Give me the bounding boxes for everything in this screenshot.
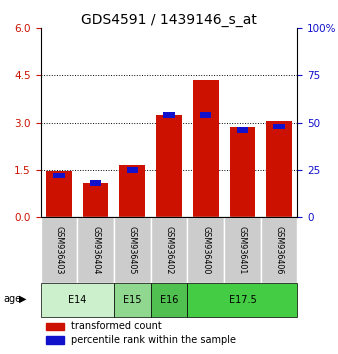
Bar — [230, 127, 255, 217]
Text: GSM936404: GSM936404 — [91, 225, 100, 274]
Bar — [224, 217, 261, 283]
Bar — [151, 217, 187, 283]
Text: E16: E16 — [160, 295, 178, 305]
Bar — [46, 171, 72, 217]
Text: percentile rank within the sample: percentile rank within the sample — [71, 335, 236, 345]
Bar — [41, 283, 114, 317]
Bar — [193, 80, 219, 217]
Text: E15: E15 — [123, 295, 142, 305]
Bar — [114, 283, 151, 317]
Bar — [90, 180, 101, 186]
Bar — [187, 217, 224, 283]
Text: transformed count: transformed count — [71, 321, 162, 331]
Bar — [77, 217, 114, 283]
Bar — [187, 283, 297, 317]
Text: E14: E14 — [68, 295, 87, 305]
Bar — [151, 283, 187, 317]
Bar — [53, 172, 65, 178]
Bar — [46, 323, 64, 330]
Bar — [46, 336, 64, 344]
Text: GSM936406: GSM936406 — [274, 225, 284, 274]
Bar — [119, 165, 145, 217]
Bar — [200, 112, 212, 118]
Bar — [237, 127, 248, 133]
Text: GSM936405: GSM936405 — [128, 225, 137, 274]
Bar — [266, 121, 292, 217]
Text: GSM936402: GSM936402 — [165, 225, 173, 274]
Text: age: age — [3, 294, 22, 304]
Text: GSM936403: GSM936403 — [54, 225, 64, 274]
Bar — [156, 115, 182, 217]
Text: ▶: ▶ — [19, 294, 26, 304]
Bar — [273, 124, 285, 129]
Bar — [114, 217, 151, 283]
Bar — [41, 217, 77, 283]
Bar — [163, 112, 175, 118]
Text: E17.5: E17.5 — [228, 295, 256, 305]
Bar — [83, 183, 108, 217]
Text: GSM936400: GSM936400 — [201, 225, 210, 274]
Title: GDS4591 / 1439146_s_at: GDS4591 / 1439146_s_at — [81, 13, 257, 27]
Text: GSM936401: GSM936401 — [238, 225, 247, 274]
Bar — [261, 217, 297, 283]
Bar — [126, 167, 138, 172]
